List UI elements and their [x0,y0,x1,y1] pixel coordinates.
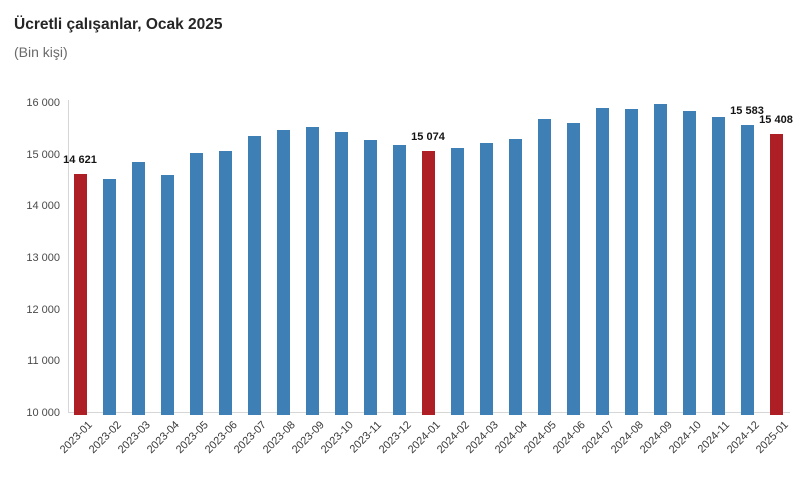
bar-2023-07[interactable] [247,136,261,415]
y-axis-label-10000: 10 000 [26,407,60,419]
bar-2023-04[interactable] [160,174,174,415]
bar-2023-08[interactable] [276,129,290,415]
bar-2024-11[interactable] [711,117,725,415]
y-axis-label-14000: 14 000 [26,200,60,213]
bar-2023-05[interactable] [189,153,203,415]
bar-2023-02[interactable] [102,179,116,415]
bar-value-label-2025-01: 15 408 [759,113,793,126]
bar-2024-05[interactable] [537,119,551,415]
bar-2024-02[interactable] [450,147,464,415]
chart-subtitle: (Bin kişi) [14,44,68,60]
bar-2024-09[interactable] [653,103,667,415]
bar-2023-11[interactable] [363,139,377,415]
bar-value-label-2024-01: 15 074 [411,130,445,143]
y-axis-label-15000: 15 000 [26,148,60,161]
bar-2024-04[interactable] [508,139,522,415]
y-axis-label-16000: 16 000 [26,97,60,109]
bar-2024-03[interactable] [479,142,493,415]
y-axis-label-12000: 12 000 [26,303,60,316]
bar-2024-10[interactable] [682,111,696,415]
bar-2023-06[interactable] [218,151,232,415]
bar-2023-03[interactable] [131,162,145,415]
bar-2024-08[interactable] [624,108,638,415]
bar-2023-10[interactable] [334,132,348,415]
bar-2025-01[interactable] [769,133,783,415]
bar-2023-09[interactable] [305,126,319,415]
y-axis-line [68,100,69,413]
bar-value-label-2024-12: 15 583 [730,104,764,117]
bar-2023-12[interactable] [392,144,406,415]
bar-2024-06[interactable] [566,123,580,415]
y-axis-label-13000: 13 000 [26,252,60,264]
bar-2024-12[interactable] [740,124,754,415]
chart-title: Ücretli çalışanlar, Ocak 2025 [14,16,223,33]
bar-2024-07[interactable] [595,108,609,415]
bar-value-label-2023-01: 14 621 [63,154,97,167]
y-axis-label-11000: 11 000 [27,355,60,368]
bar-2023-01[interactable] [73,174,87,415]
bar-2024-01[interactable] [421,150,435,415]
